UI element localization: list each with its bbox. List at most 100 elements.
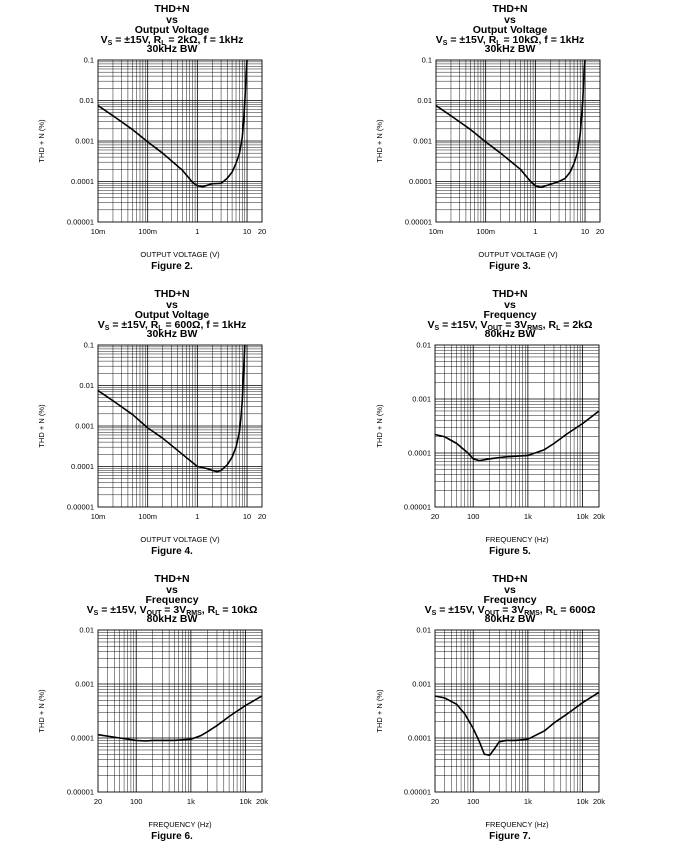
x-tick-label: 1k (187, 797, 195, 806)
y-tick-label: 0.1 (84, 56, 94, 65)
y-tick-label: 0.00001 (405, 218, 432, 227)
y-tick-label: 0.001 (75, 422, 94, 431)
x-tick-label: 20k (593, 797, 605, 806)
series-line (435, 59, 586, 189)
chart-title-line1: THD+N (154, 573, 190, 585)
plot-frame (97, 629, 263, 793)
plot-frame (434, 344, 600, 508)
chart-title-conditions: VS = ±15V, VOUT = 3VRMS, RL = 600Ω (424, 604, 596, 618)
chart-title-line3: Output Voltage (134, 309, 210, 321)
figure-caption: Figure 4. (151, 546, 193, 557)
chart-title-conditions: VS = ±15V, RL = 2kΩ, f = 1kHz (100, 34, 244, 48)
y-tick-label: 0.0001 (71, 462, 94, 471)
x-tick-label: 10k (576, 512, 588, 521)
chart-title-bandwidth: 80kHz BW (484, 613, 536, 625)
x-tick-label: 1 (533, 227, 537, 236)
figure-caption: Figure 2. (151, 261, 193, 272)
y-tick-label: 0.0001 (408, 449, 431, 458)
chart-title-bandwidth: 80kHz BW (484, 328, 536, 340)
x-tick-label: 10k (239, 797, 251, 806)
x-tick-label: 10 (243, 512, 251, 521)
y-tick-label: 0.01 (79, 381, 94, 390)
y-tick-label: 0.1 (422, 56, 432, 65)
series-line (97, 695, 263, 742)
y-tick-label: 0.00001 (404, 503, 431, 512)
x-tick-label: 1 (195, 227, 199, 236)
y-tick-label: 0.1 (84, 341, 94, 350)
x-tick-label: 20 (94, 797, 102, 806)
x-tick-label: 100m (138, 227, 157, 236)
x-axis-label: OUTPUT VOLTAGE (V) (140, 535, 220, 544)
x-tick-label: 10 (581, 227, 589, 236)
y-axis-label: THD + N (%) (375, 404, 384, 448)
y-tick-label: 0.0001 (71, 177, 94, 186)
grid (98, 60, 262, 222)
chart-title-bandwidth: 30kHz BW (146, 43, 198, 55)
chart-title-line2: vs (504, 14, 516, 26)
x-tick-label: 20k (256, 797, 268, 806)
x-tick-label: 20 (431, 797, 439, 806)
x-tick-label: 20 (431, 512, 439, 521)
x-tick-label: 10m (91, 227, 106, 236)
x-tick-label: 1k (524, 797, 532, 806)
chart-title-line2: vs (166, 584, 178, 596)
grid (436, 60, 600, 222)
x-axis-label: OUTPUT VOLTAGE (V) (140, 250, 220, 259)
y-tick-label: 0.0001 (71, 734, 94, 743)
x-tick-label: 100m (476, 227, 495, 236)
x-tick-label: 100m (138, 512, 157, 521)
figure-caption: Figure 7. (489, 831, 531, 842)
y-axis-label: THD + N (%) (37, 689, 46, 733)
x-tick-label: 20 (258, 512, 266, 521)
x-tick-label: 100 (467, 797, 480, 806)
plot-frame (97, 344, 263, 508)
y-tick-label: 0.00001 (67, 503, 94, 512)
plot-frame (97, 59, 263, 223)
grid (98, 345, 262, 507)
chart-title-line3: Frequency (483, 594, 537, 606)
chart-title-line1: THD+N (492, 3, 528, 15)
y-axis-label: THD + N (%) (375, 119, 384, 163)
y-tick-label: 0.001 (413, 137, 432, 146)
x-tick-label: 100 (130, 797, 143, 806)
chart-title-line2: vs (166, 299, 178, 311)
y-tick-label: 0.0001 (409, 177, 432, 186)
y-tick-label: 0.01 (416, 626, 431, 635)
y-tick-label: 0.00001 (67, 788, 94, 797)
chart-title-line2: vs (504, 584, 516, 596)
x-tick-label: 20 (596, 227, 604, 236)
y-tick-label: 0.01 (417, 96, 432, 105)
y-axis-label: THD + N (%) (37, 119, 46, 163)
x-tick-label: 10m (91, 512, 106, 521)
y-tick-label: 0.01 (79, 96, 94, 105)
chart-title-bandwidth: 30kHz BW (146, 328, 198, 340)
y-tick-label: 0.01 (416, 341, 431, 350)
y-tick-label: 0.01 (79, 626, 94, 635)
x-tick-label: 10m (429, 227, 444, 236)
chart-title-line1: THD+N (492, 288, 528, 300)
plot-frame (435, 59, 601, 223)
y-tick-label: 0.001 (75, 680, 94, 689)
x-tick-label: 20k (593, 512, 605, 521)
x-axis-label: OUTPUT VOLTAGE (V) (478, 250, 558, 259)
x-axis-label: FREQUENCY (Hz) (148, 820, 212, 829)
series-line (434, 691, 600, 757)
y-tick-label: 0.00001 (404, 788, 431, 797)
chart-title-line1: THD+N (154, 3, 190, 15)
grid (435, 345, 599, 507)
figure-caption: Figure 5. (489, 546, 531, 557)
chart-title-conditions: VS = ±15V, VOUT = 3VRMS, RL = 2kΩ (427, 319, 593, 333)
figure-caption: Figure 6. (151, 831, 193, 842)
chart-title-line3: Frequency (145, 594, 199, 606)
y-tick-label: 0.0001 (408, 734, 431, 743)
chart-title-bandwidth: 30kHz BW (484, 43, 536, 55)
x-tick-label: 1 (195, 512, 199, 521)
x-axis-label: FREQUENCY (Hz) (485, 535, 549, 544)
y-tick-label: 0.001 (412, 680, 431, 689)
chart-title-conditions: VS = ±15V, RL = 10kΩ, f = 1kHz (435, 34, 585, 48)
